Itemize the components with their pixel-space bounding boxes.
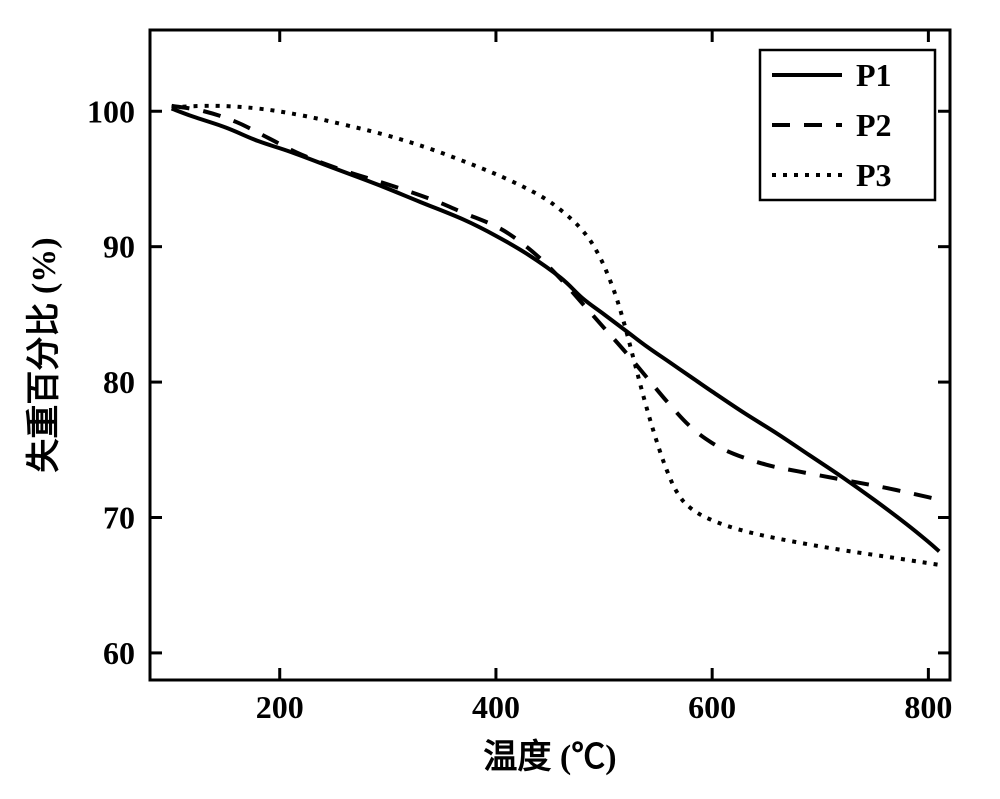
legend-label: P1: [856, 57, 892, 93]
x-tick-label: 400: [472, 689, 520, 725]
y-tick-label: 70: [103, 500, 135, 536]
y-tick-label: 100: [87, 93, 135, 129]
y-tick-label: 60: [103, 635, 135, 671]
y-axis-label: 失重百分比 (%): [25, 237, 63, 472]
x-tick-label: 600: [688, 689, 736, 725]
x-axis-label: 温度 (℃): [483, 738, 616, 776]
chart-svg: 200 400 600 800 60 70 80 90 100 温度 (℃) 失重百分比 (%) P1…: [0, 0, 1000, 799]
y-tick-label: 90: [103, 229, 135, 265]
tga-chart: 200 400 600 800 60 70 80 90 100 温度 (℃) 失重百分比 (%) P1…: [0, 0, 1000, 799]
y-tick-label: 80: [103, 364, 135, 400]
legend-label: P2: [856, 107, 892, 143]
x-tick-label: 200: [256, 689, 304, 725]
x-tick-label: 800: [904, 689, 952, 725]
legend-label: P3: [856, 157, 892, 193]
